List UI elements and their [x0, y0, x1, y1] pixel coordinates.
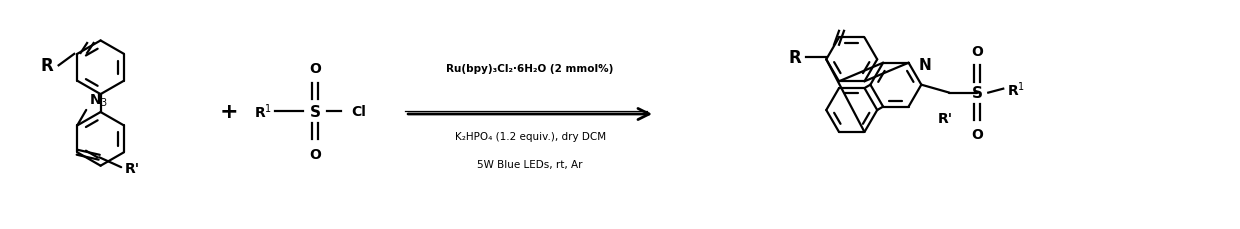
Text: O: O [310, 62, 321, 76]
Text: R$^1$: R$^1$ [1007, 80, 1025, 98]
Text: N$_3$: N$_3$ [89, 92, 108, 109]
Text: K₂HPO₄ (1.2 equiv.), dry DCM: K₂HPO₄ (1.2 equiv.), dry DCM [455, 131, 605, 141]
Text: R: R [41, 57, 53, 75]
Text: Cl: Cl [351, 105, 366, 118]
Text: +: + [219, 102, 238, 122]
Text: R': R' [125, 161, 140, 175]
Text: R': R' [937, 111, 952, 125]
Text: O: O [971, 128, 983, 142]
Text: R: R [789, 49, 801, 67]
Text: Ru(bpy)₃Cl₂·6H₂O (2 mmol%): Ru(bpy)₃Cl₂·6H₂O (2 mmol%) [446, 64, 614, 74]
Text: N: N [919, 58, 931, 73]
Text: 5W Blue LEDs, rt, Ar: 5W Blue LEDs, rt, Ar [477, 159, 583, 169]
Text: R$^1$: R$^1$ [254, 102, 273, 121]
Text: O: O [971, 45, 983, 59]
Text: S: S [310, 104, 321, 119]
Text: S: S [972, 86, 983, 101]
Text: O: O [310, 147, 321, 161]
